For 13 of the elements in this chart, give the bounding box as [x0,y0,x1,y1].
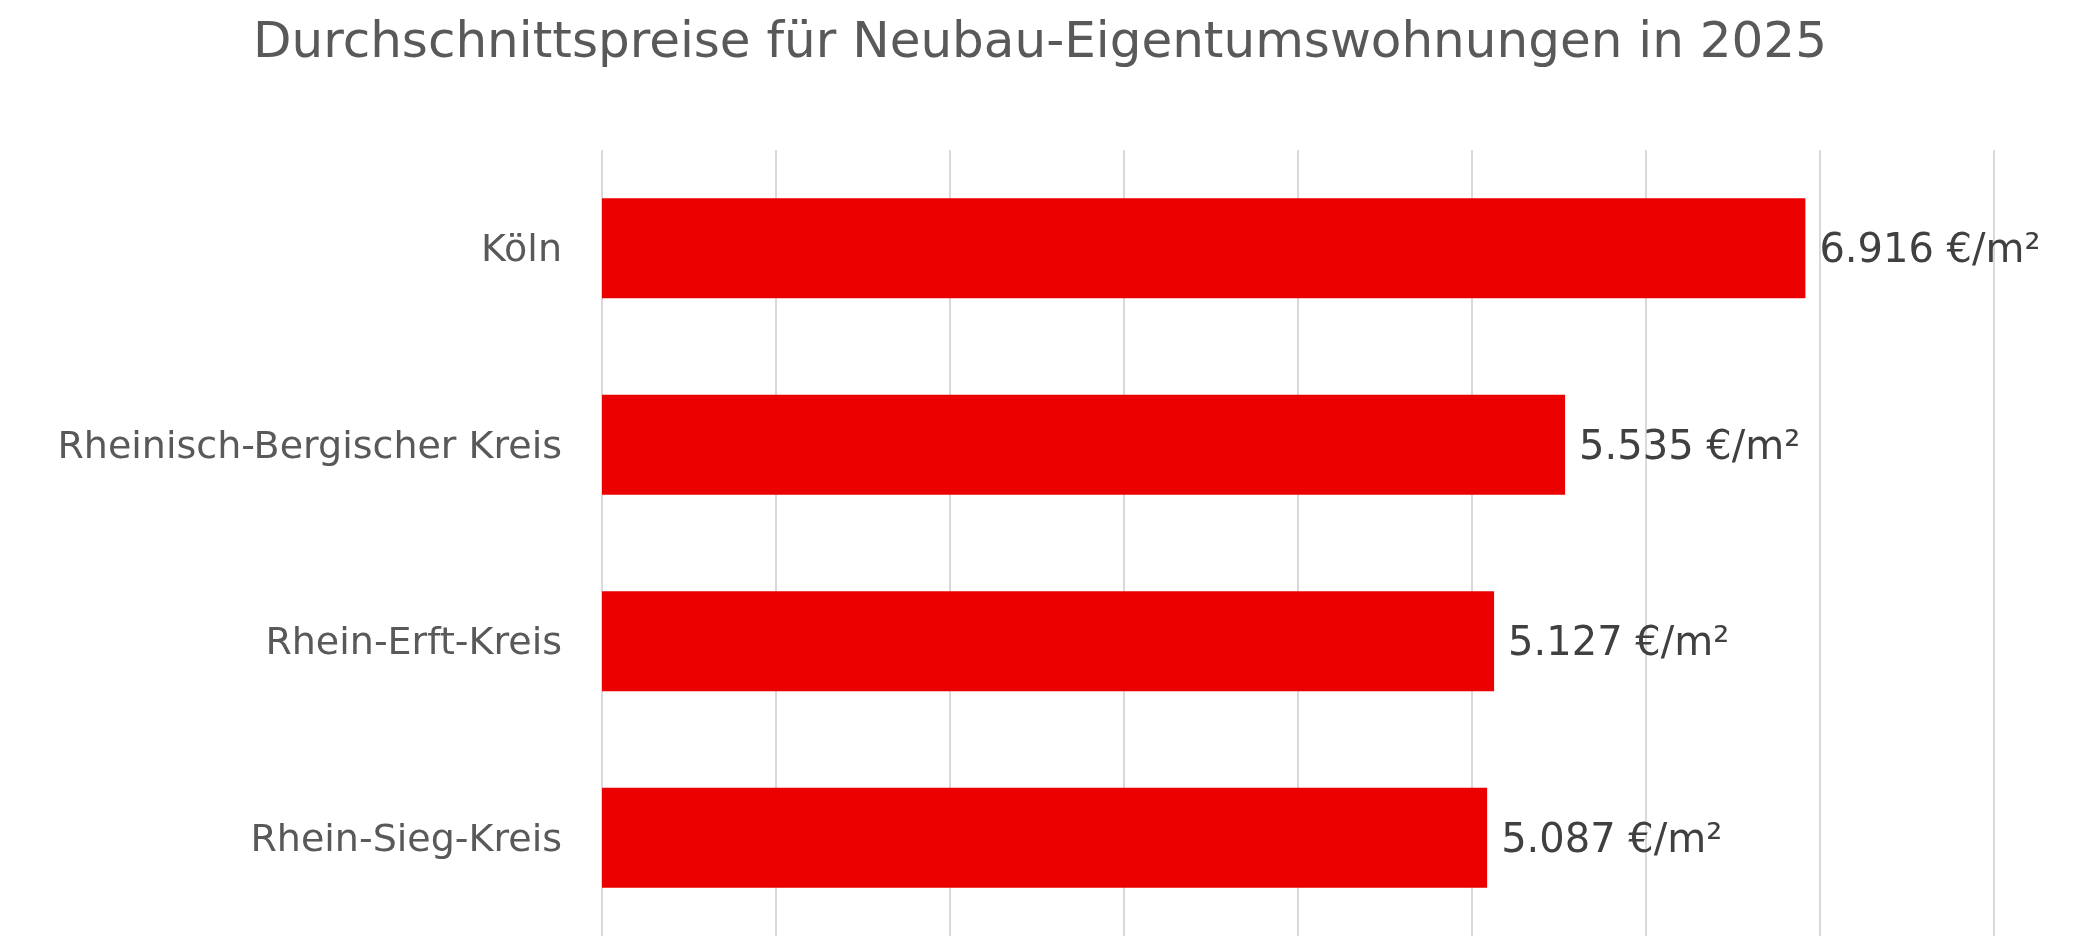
data-label: 5.127 €/m² [1508,618,1730,665]
data-label: 5.535 €/m² [1579,421,1801,468]
y-tick-label: Rhein-Erft-Kreis [265,619,562,664]
y-tick-label: Rhein-Sieg-Kreis [250,815,562,860]
bar [602,787,1488,888]
bar [602,198,1806,299]
y-tick-label: Köln [481,226,562,271]
bar [602,591,1495,692]
bar [602,394,1566,495]
data-label: 6.916 €/m² [1819,225,2041,272]
y-tick-label: Rheinisch-Bergischer Kreis [57,422,562,467]
chart-title: Durchschnittspreise für Neubau-Eigentumswohnungen in 2025 [253,11,1827,69]
data-label: 5.087 €/m² [1501,814,1723,861]
